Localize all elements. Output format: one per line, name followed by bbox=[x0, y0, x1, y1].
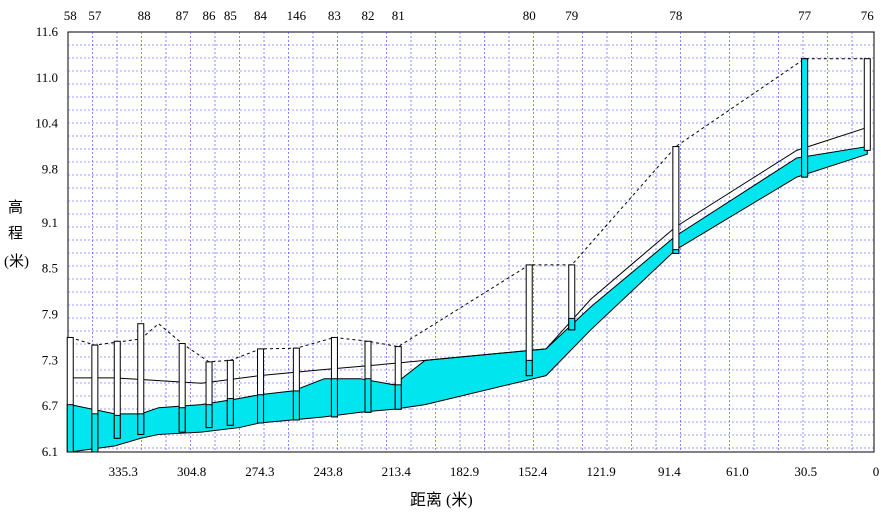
manhole-label: 83 bbox=[328, 8, 341, 23]
manhole-shaft-fill bbox=[672, 249, 680, 254]
manhole-shaft-fill bbox=[394, 384, 402, 410]
manhole-label: 88 bbox=[138, 8, 151, 23]
x-tick-label: 0 bbox=[873, 464, 880, 479]
y-tick-label: 9.1 bbox=[42, 215, 58, 230]
x-tick-label: 304.8 bbox=[177, 464, 206, 479]
x-tick-label: 152.4 bbox=[518, 464, 548, 479]
manhole-label: 85 bbox=[224, 8, 237, 23]
manhole-label: 81 bbox=[392, 8, 405, 23]
manhole-label: 87 bbox=[176, 8, 190, 23]
x-tick-label: 30.5 bbox=[794, 464, 817, 479]
x-tick-label: 213.4 bbox=[382, 464, 412, 479]
manhole-shaft bbox=[863, 58, 871, 151]
y-tick-label: 10.4 bbox=[35, 116, 58, 131]
y-tick-label: 9.8 bbox=[42, 161, 58, 176]
y-tick-label: 8.5 bbox=[42, 261, 58, 276]
manhole-shaft-fill bbox=[91, 413, 99, 453]
manhole-label: 146 bbox=[287, 8, 307, 23]
manhole-shaft-fill bbox=[568, 317, 576, 331]
y-tick-label: 7.9 bbox=[42, 307, 58, 322]
manhole-shaft-fill bbox=[66, 404, 74, 453]
manhole-shaft bbox=[672, 146, 680, 254]
x-axis-title: 距离 (米) bbox=[410, 492, 473, 509]
manhole-shaft-fill bbox=[226, 398, 234, 426]
x-tick-label: 274.3 bbox=[245, 464, 274, 479]
manhole-shaft-fill bbox=[257, 394, 265, 424]
manhole-shaft-fill bbox=[205, 404, 213, 429]
manhole-shaft-fill bbox=[801, 58, 809, 178]
x-tick-label: 182.9 bbox=[450, 464, 479, 479]
y-tick-label: 11.0 bbox=[36, 70, 58, 85]
x-tick-label: 121.9 bbox=[586, 464, 615, 479]
y-axis-title-char-1: 高 bbox=[8, 200, 24, 216]
manhole-label: 76 bbox=[861, 8, 875, 23]
manhole-shaft-fill bbox=[113, 414, 121, 439]
manhole-label: 84 bbox=[254, 8, 268, 23]
manhole-shaft-fill bbox=[330, 378, 338, 418]
manhole-shaft bbox=[525, 264, 533, 377]
manhole-shaft-fill bbox=[525, 359, 533, 377]
manhole-shaft-fill bbox=[137, 413, 145, 435]
manhole-label: 86 bbox=[203, 8, 217, 23]
x-tick-label: 91.4 bbox=[658, 464, 681, 479]
manhole-shaft-fill bbox=[292, 390, 300, 421]
manhole-shaft-fill bbox=[364, 378, 372, 413]
y-tick-label: 7.3 bbox=[42, 352, 58, 367]
manhole-label: 79 bbox=[565, 8, 578, 23]
y-axis-title-char-2: 程 bbox=[8, 226, 24, 242]
manhole-shaft-fill bbox=[178, 407, 186, 433]
manhole-label: 82 bbox=[362, 8, 375, 23]
y-tick-label: 6.1 bbox=[42, 444, 58, 459]
manhole-label: 58 bbox=[64, 8, 77, 23]
x-tick-label: 335.3 bbox=[109, 464, 138, 479]
y-tick-label: 11.6 bbox=[36, 24, 59, 39]
manhole-label: 77 bbox=[798, 8, 812, 23]
x-tick-label: 61.0 bbox=[726, 464, 749, 479]
water-line bbox=[70, 126, 868, 384]
y-axis-title-char-3: (米) bbox=[4, 254, 29, 270]
x-tick-label: 243.8 bbox=[314, 464, 343, 479]
manhole-label: 78 bbox=[669, 8, 682, 23]
manhole-label: 57 bbox=[88, 8, 102, 23]
y-tick-label: 6.7 bbox=[42, 398, 59, 413]
manhole-label: 80 bbox=[523, 8, 536, 23]
